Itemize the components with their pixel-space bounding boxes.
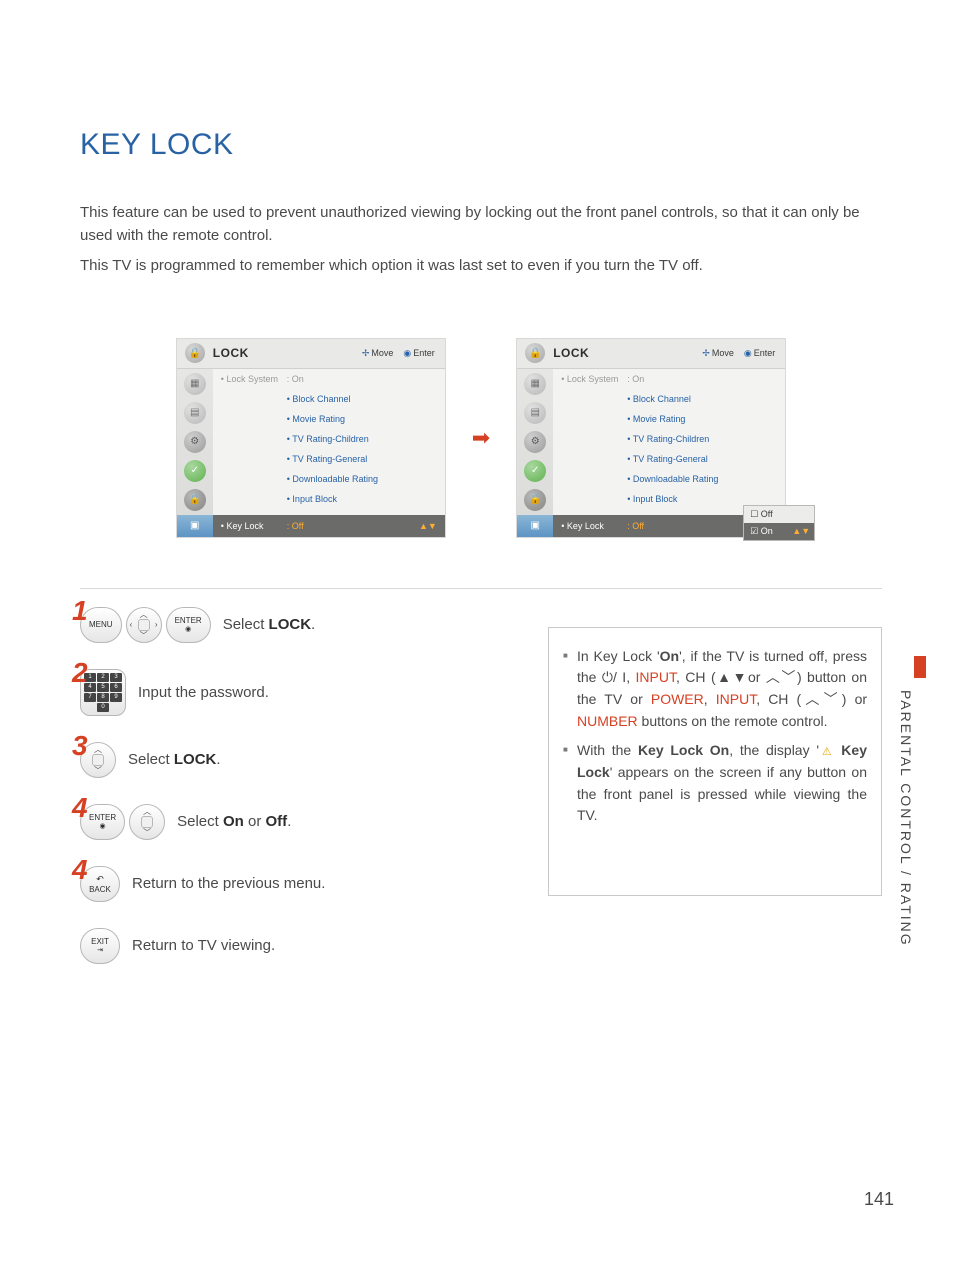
- arrow-right-icon: ➡: [472, 425, 490, 451]
- note-1: In Key Lock 'On', if the TV is turned of…: [563, 646, 867, 733]
- lock-category-icon: 🔒: [517, 343, 553, 363]
- popup-option-off[interactable]: ☐ Off: [744, 506, 814, 523]
- menu-block-channel: • Block Channel: [627, 389, 785, 409]
- step-number: 1: [72, 595, 88, 627]
- menu-block-channel: • Block Channel: [287, 389, 445, 409]
- note-2: With the Key Lock On, the display '⚠ Key…: [563, 740, 867, 827]
- intro-paragraph-1: This feature can be used to prevent unau…: [80, 202, 882, 247]
- updown-indicator-icon: ▲▼: [792, 526, 810, 536]
- menu-panels-row: 🔒 LOCK ✢Move ◉Enter ▦ ▤ ⚙ ✓ 🔒 • Lock Sys…: [80, 338, 882, 538]
- remote-dpad[interactable]: ︿﹀‹›: [126, 607, 162, 643]
- menu-tv-children: • TV Rating-Children: [287, 429, 445, 449]
- remote-enter-button[interactable]: ENTER◉: [166, 607, 211, 643]
- step-exit: EXIT ⇥ Return to TV viewing.: [80, 928, 508, 964]
- menu-key-lock-label: • Key Lock: [213, 521, 287, 531]
- panel-title: LOCK: [553, 346, 589, 360]
- sidebar-audio-icon: ▤: [524, 402, 546, 424]
- step-2: 2 123 456 789 0 Input the password.: [80, 669, 508, 716]
- key-lock-popup: ☐ Off ☑ On▲▼: [743, 505, 815, 541]
- remote-dpad-vertical[interactable]: ︿﹀: [129, 804, 165, 840]
- step-1: 1 MENU ︿﹀‹› ENTER◉ Select LOCK.: [80, 607, 508, 643]
- lock-category-icon: 🔒: [177, 343, 213, 363]
- page-number: 141: [864, 1189, 894, 1210]
- sidebar-option-icon: ⚙: [184, 431, 206, 453]
- sidebar-time-icon: ✓: [184, 460, 206, 482]
- sidebar-picture-icon: ▦: [524, 373, 546, 395]
- sidebar-input-icon: ▣: [177, 515, 213, 537]
- step-4-text: Select On or Off.: [177, 813, 291, 830]
- menu-tv-general: • TV Rating-General: [627, 449, 785, 469]
- menu-downloadable: • Downloadable Rating: [287, 469, 445, 489]
- step-3-text: Select LOCK.: [128, 751, 221, 768]
- sidebar-lock-icon: 🔒: [524, 489, 546, 511]
- page-title: KEY LOCK: [80, 128, 882, 162]
- sidebar-input-icon: ▣: [517, 515, 553, 537]
- sidebar-option-icon: ⚙: [524, 431, 546, 453]
- menu-movie-rating: • Movie Rating: [287, 409, 445, 429]
- sidebar-time-icon: ✓: [524, 460, 546, 482]
- menu-movie-rating: • Movie Rating: [627, 409, 785, 429]
- warning-icon: ⚠: [819, 746, 835, 758]
- notes-box: In Key Lock 'On', if the TV is turned of…: [548, 627, 882, 897]
- side-tab-marker: [914, 656, 926, 678]
- step-4: 4 ENTER◉ ︿﹀ Select On or Off.: [80, 804, 508, 840]
- menu-input-block: • Input Block: [287, 489, 445, 509]
- lock-menu-panel-before: 🔒 LOCK ✢Move ◉Enter ▦ ▤ ⚙ ✓ 🔒 • Lock Sys…: [176, 338, 446, 538]
- step-3: 3 ︿﹀ Select LOCK.: [80, 742, 508, 778]
- step-number: 2: [72, 657, 88, 689]
- step-number: 3: [72, 730, 88, 762]
- step-number: 4: [72, 792, 88, 824]
- sidebar-audio-icon: ▤: [184, 402, 206, 424]
- sidebar-picture-icon: ▦: [184, 373, 206, 395]
- intro-paragraph-2: This TV is programmed to remember which …: [80, 255, 882, 278]
- sidebar-lock-icon: 🔒: [184, 489, 206, 511]
- menu-lock-system-value: : On: [287, 369, 445, 389]
- step-number: 4: [72, 854, 88, 886]
- menu-lock-system-label: • Lock System: [553, 369, 627, 389]
- popup-option-on[interactable]: ☑ On▲▼: [744, 523, 814, 540]
- menu-lock-system-label: • Lock System: [213, 369, 287, 389]
- menu-key-lock-label: • Key Lock: [553, 521, 627, 531]
- menu-tv-general: • TV Rating-General: [287, 449, 445, 469]
- hint-enter: ◉Enter: [744, 348, 775, 359]
- remote-exit-button[interactable]: EXIT ⇥: [80, 928, 120, 964]
- step-1-text: Select LOCK.: [223, 616, 316, 633]
- step-exit-text: Return to TV viewing.: [132, 937, 275, 954]
- lock-menu-panel-after: 🔒 LOCK ✢Move ◉Enter ▦ ▤ ⚙ ✓ 🔒 • Lock Sys…: [516, 338, 786, 538]
- updown-indicator-icon: ▲▼: [419, 521, 445, 531]
- hint-move: ✢Move: [702, 348, 734, 359]
- menu-lock-system-value: : On: [627, 369, 785, 389]
- menu-key-lock-value: : Off: [287, 521, 419, 531]
- step-back-text: Return to the previous menu.: [132, 875, 325, 892]
- divider: [80, 588, 882, 589]
- steps-list: 1 MENU ︿﹀‹› ENTER◉ Select LOCK. 2 123 45…: [80, 607, 508, 990]
- menu-tv-children: • TV Rating-Children: [627, 429, 785, 449]
- section-side-label: PARENTAL CONTROL / RATING: [898, 690, 914, 947]
- panel-title: LOCK: [213, 346, 249, 360]
- power-icon: ⏻: [602, 669, 613, 685]
- step-back: 4 ↶BACK Return to the previous menu.: [80, 866, 508, 902]
- hint-move: ✢Move: [362, 348, 394, 359]
- menu-downloadable: • Downloadable Rating: [627, 469, 785, 489]
- step-2-text: Input the password.: [138, 684, 269, 701]
- hint-enter: ◉Enter: [403, 348, 434, 359]
